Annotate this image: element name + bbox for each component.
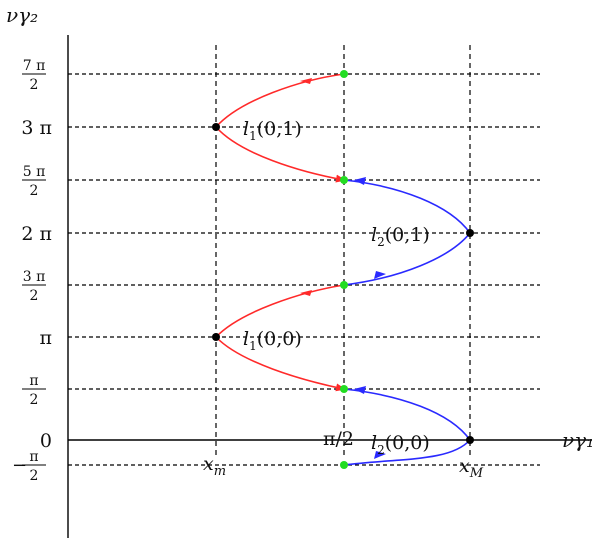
vertical-grid [215, 45, 471, 455]
y-tick-denominator: 2 [30, 288, 39, 304]
black-points [212, 123, 474, 444]
arrow-l1-00 [300, 290, 312, 296]
arrow-l2-00-upper [354, 386, 366, 394]
arrow-l2-01-upper [354, 177, 366, 185]
curve-l1-01-lower [215, 126, 346, 183]
point-green-pi2 [340, 385, 348, 393]
x-tick-label-xm: xm [203, 453, 226, 479]
point-green-3pi2 [340, 281, 348, 289]
point-green-5pi2 [340, 176, 348, 184]
curve-l2-00-lower [343, 439, 471, 466]
curve-l1-00-lower [215, 336, 346, 392]
curve-label-l1-01: l1(0,1) [243, 118, 302, 143]
x-tick-label-xM: xM [459, 455, 484, 481]
y-tick-label: 0 [40, 430, 52, 452]
y-tick-denominator: 2 [30, 183, 39, 199]
y-tick-denominator: 2 [30, 468, 39, 484]
curves-l2 [343, 179, 471, 466]
y-tick-label: π [40, 327, 53, 349]
x-axis-label: νγ₁ [562, 428, 594, 452]
x-tick-label-mid: π/2 [323, 428, 354, 450]
curve-l1-00-upper [215, 284, 345, 338]
y-tick-label: 3 π [21, 117, 52, 139]
point-black-2pi [466, 229, 474, 237]
green-points [340, 70, 348, 469]
point-green-7pi2 [340, 70, 348, 78]
curve-label-l2-01: l2(0,1) [371, 224, 430, 249]
y-tick-denominator: 2 [30, 77, 39, 93]
y-tick-numerator: 7 π [23, 58, 46, 74]
curve-l1-01-upper [215, 73, 345, 128]
horizontal-grid [68, 73, 540, 466]
point-black-0 [466, 436, 474, 444]
curve-l2-01-lower [343, 232, 471, 286]
y-axis-label: νγ₂ [6, 3, 38, 27]
point-black-pi [212, 333, 220, 341]
arrow-l2-01-lower [374, 271, 386, 279]
point-green-neg-pi2 [340, 461, 348, 469]
arrow-l2-00-lower [374, 451, 386, 459]
arrow-l1-01 [300, 78, 312, 84]
point-black-3pi [212, 123, 220, 131]
curves-l1 [215, 73, 346, 392]
y-tick-label: 2 π [21, 223, 52, 245]
curve-label-l1-00: l1(0,0) [243, 328, 302, 353]
y-tick-sign: − [12, 455, 27, 476]
curve-label-l2-00: l2(0,0) [371, 432, 430, 457]
y-tick-numerator: π [29, 373, 38, 389]
y-tick-numerator: 3 π [23, 269, 46, 285]
y-tick-denominator: 2 [30, 392, 39, 408]
y-tick-numerator: π [29, 449, 38, 465]
y-tick-numerator: 5 π [23, 164, 46, 180]
